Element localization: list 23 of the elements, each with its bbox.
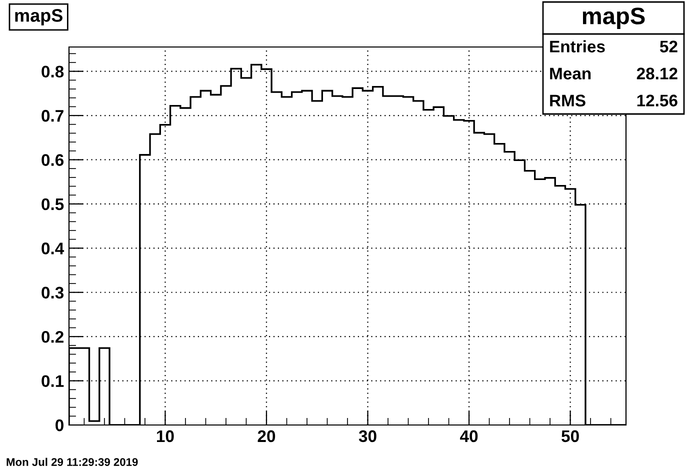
y-tick-label: 0 [56,419,64,432]
y-tick-label: 0.6 [42,154,64,166]
text: 28.12 [636,68,678,80]
text: Mon Jul 29 11:29:39 2019 [6,458,138,466]
x-tick-label: 50 [562,430,579,442]
annotation: Mean [550,68,591,80]
y-tick-label: 0.7 [42,110,64,122]
y-tick-label: 0.8 [42,66,64,78]
y-tick-label: 0.3 [42,286,64,299]
annotation: RMS [550,94,586,106]
x-tick-label: 40 [460,430,478,442]
y-tick-label: 0.2 [42,330,64,343]
x-tick-label: 20 [258,430,276,442]
text: 52 [660,40,678,52]
x-tick-label: 30 [358,430,376,442]
text: 12.56 [637,94,678,106]
annotation: Entries [550,40,605,52]
y-tick-label: 0.1 [42,375,64,387]
chart-title: mapS [15,9,62,26]
y-tick-label: 0.5 [42,198,64,210]
text: mapS [582,8,645,30]
x-tick-label: 10 [156,430,174,442]
y-tick-label: 0.4 [42,242,64,254]
